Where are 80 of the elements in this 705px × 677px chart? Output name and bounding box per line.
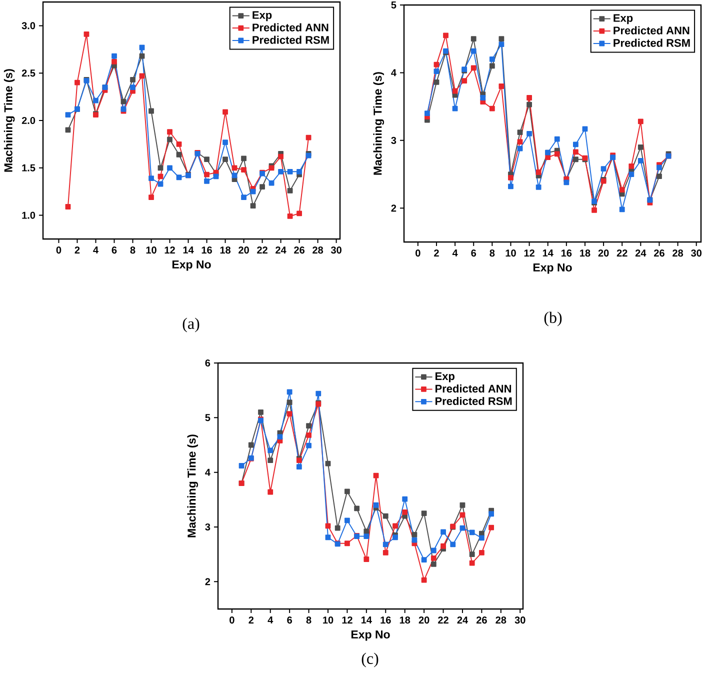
y-tick-label: 1.0 — [22, 212, 36, 219]
legend-label: Exp — [436, 372, 454, 382]
x-axis-title: Exp No — [172, 260, 211, 271]
x-tick-label: 14 — [361, 616, 372, 624]
y-tick-label: 3 — [391, 136, 396, 144]
y-tick-label: 4 — [205, 468, 210, 476]
x-tick-label: 0 — [56, 246, 62, 254]
x-tick-label: 18 — [580, 250, 590, 257]
x-tick-label: 12 — [524, 250, 534, 257]
legend-label: Predicted RSM — [252, 36, 329, 44]
x-tick-label: 12 — [164, 246, 175, 254]
y-tick-label: 5 — [391, 2, 396, 8]
y-tick-label: 2 — [391, 204, 396, 212]
x-tick-label: 14 — [183, 246, 194, 254]
x-tick-label: 0 — [230, 616, 234, 624]
x-tick-label: 20 — [238, 246, 249, 254]
x-tick-label: 8 — [130, 246, 136, 254]
legend-label: Predicted ANN — [436, 384, 512, 393]
x-tick-label: 26 — [654, 250, 664, 257]
x-tick-label: 22 — [616, 250, 628, 257]
x-tick-label: 6 — [287, 616, 292, 624]
x-tick-label: 6 — [471, 250, 476, 257]
x-tick-label: 30 — [330, 246, 342, 254]
x-tick-label: 28 — [312, 246, 324, 254]
x-tick-label: 4 — [268, 616, 274, 624]
text: (b) — [544, 312, 562, 326]
x-tick-label: 24 — [457, 616, 468, 624]
x-tick-label: 16 — [202, 246, 212, 254]
x-tick-label: 20 — [598, 250, 609, 257]
y-axis-title: Machining Time (s) — [187, 434, 198, 538]
x-tick-label: 10 — [323, 616, 334, 624]
x-axis-title: Exp No — [351, 630, 390, 641]
y-tick-label: 3 — [205, 523, 210, 531]
legend-label: Exp — [252, 11, 272, 22]
x-tick-label: 14 — [542, 250, 554, 256]
x-tick-label: 24 — [276, 246, 286, 254]
x-tick-label: 2 — [74, 246, 80, 254]
x-tick-label: 12 — [342, 616, 352, 624]
y-tick-label: 2.5 — [22, 70, 36, 77]
x-tick-label: 26 — [476, 616, 487, 624]
x-tick-label: 24 — [635, 250, 646, 257]
x-tick-label: 22 — [257, 246, 268, 254]
x-tick-label: 10 — [146, 246, 156, 254]
x-tick-label: 18 — [400, 616, 410, 624]
x-tick-label: 28 — [672, 250, 684, 257]
x-tick-label: 28 — [496, 616, 506, 624]
x-tick-label: 26 — [294, 246, 304, 254]
text: (a) — [182, 318, 200, 332]
x-tick-label: 6 — [112, 246, 117, 254]
y-tick-label: 5 — [205, 414, 210, 422]
x-tick-label: 16 — [561, 250, 572, 257]
x-tick-label: 16 — [380, 616, 391, 624]
x-tick-label: 20 — [418, 616, 430, 624]
legend-label: Exp — [614, 14, 633, 24]
x-tick-label: 22 — [438, 616, 448, 624]
y-tick-label: 1.5 — [22, 164, 36, 172]
legend-label: Predicted ANN — [614, 26, 690, 34]
y-tick-label: 2.0 — [22, 116, 36, 124]
x-tick-label: 30 — [691, 250, 702, 257]
x-tick-label: 2 — [434, 250, 439, 257]
legend-label: Predicted RSM — [614, 38, 690, 47]
y-axis-title: Machining Time (s) — [4, 69, 15, 172]
x-tick-label: 0 — [416, 250, 420, 257]
x-tick-label: 4 — [452, 250, 458, 256]
x-axis-title: Exp No — [533, 263, 572, 274]
y-tick-label: 4 — [391, 69, 396, 76]
legend-label: Predicted RSM — [436, 396, 512, 406]
legend-label: Predicted ANN — [252, 23, 328, 32]
y-axis-title: Machining Time (s) — [373, 72, 384, 175]
x-tick-label: 8 — [306, 616, 312, 624]
x-tick-label: 2 — [248, 616, 254, 624]
x-tick-label: 18 — [220, 246, 231, 254]
y-tick-label: 3.0 — [22, 22, 36, 30]
y-tick-label: 2 — [205, 578, 210, 586]
text: (c) — [362, 652, 378, 668]
x-tick-label: 10 — [506, 250, 516, 257]
x-tick-label: 8 — [490, 250, 495, 257]
y-tick-label: 6 — [205, 359, 210, 367]
x-tick-label: 4 — [93, 246, 98, 254]
x-tick-label: 30 — [514, 616, 526, 624]
